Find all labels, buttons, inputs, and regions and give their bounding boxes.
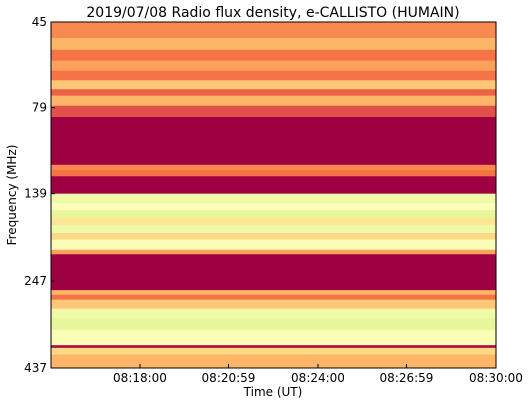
spectrum-band [51, 22, 496, 39]
spectrum-band [51, 203, 496, 211]
spectrum-band [51, 38, 496, 51]
spectrum-band [51, 170, 496, 177]
y-axis-label: Frequency (MHz) [5, 145, 19, 246]
spectrum-band [51, 176, 496, 195]
spectrum-band [51, 116, 496, 166]
spectrum-band [51, 49, 496, 62]
spectrum-band [51, 239, 496, 251]
spectrum-band [51, 95, 496, 107]
spectrum-band [51, 70, 496, 81]
y-tick-label: 139 [24, 187, 47, 201]
spectrum-band [51, 217, 496, 226]
spectrum-band [51, 299, 496, 310]
spectrum-band [51, 225, 496, 234]
spectrum-band [51, 254, 496, 291]
x-tick-label: 08:26:59 [380, 371, 434, 385]
chart-title: 2019/07/08 Radio flux density, e-CALLIST… [86, 5, 459, 21]
spectrum-band [51, 164, 496, 171]
spectrum-band [51, 347, 496, 356]
spectrum-band [51, 89, 496, 97]
y-tick-label: 45 [32, 15, 47, 29]
spectrum-band [51, 308, 496, 319]
x-tick-label: 08:24:00 [291, 371, 345, 385]
y-tick-label: 437 [24, 361, 47, 375]
spectrum-band [51, 354, 496, 369]
y-tick-label: 247 [24, 274, 47, 288]
spectrum-band [51, 329, 496, 346]
spectrum-band [51, 294, 496, 301]
spectrum-band [51, 60, 496, 72]
x-tick-label: 08:18:00 [113, 371, 167, 385]
x-tick-label: 08:20:59 [202, 371, 256, 385]
spectrum-band [51, 80, 496, 90]
x-tick-label: 08:30:00 [469, 371, 523, 385]
spectrum-band [51, 210, 496, 219]
x-axis-label: Time (UT) [243, 385, 303, 399]
spectrum-band [51, 232, 496, 241]
y-tick-label: 79 [32, 101, 47, 115]
plot-frame [50, 21, 497, 369]
spectrum-band [51, 249, 496, 255]
spectrum-band [51, 290, 496, 296]
spectrum-band [51, 105, 496, 118]
spectrum-band [51, 193, 496, 204]
spectrum-band [51, 345, 496, 349]
spectrum-band [51, 318, 496, 331]
